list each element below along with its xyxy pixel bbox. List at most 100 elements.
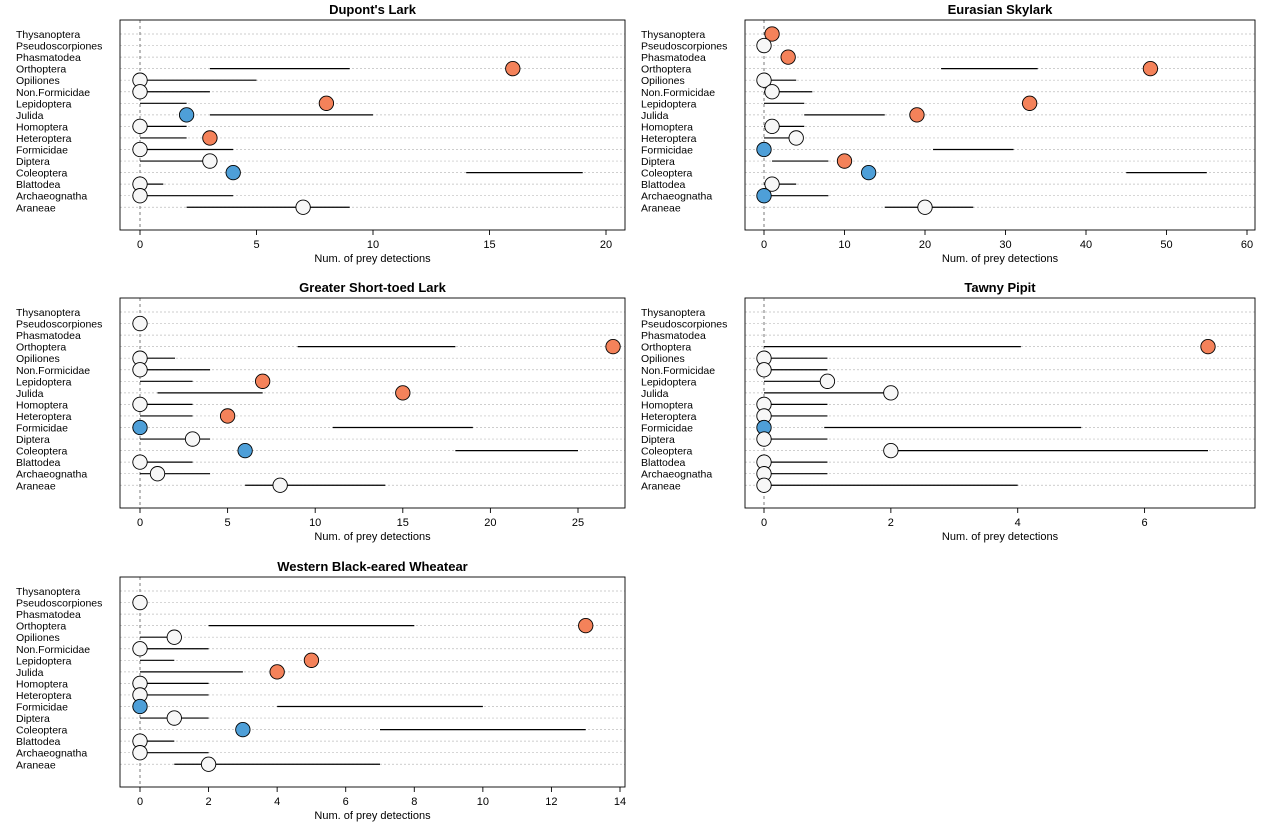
x-tick-label: 0	[137, 239, 143, 251]
category-label: Thysanoptera	[16, 29, 80, 41]
point-formicidae	[756, 141, 772, 158]
category-label: Araneae	[16, 480, 56, 492]
category-label: Lepidoptera	[16, 98, 72, 110]
x-tick-label: 30	[999, 239, 1011, 251]
point-coleoptera	[861, 164, 877, 181]
category-label: Non.Formicidae	[16, 87, 90, 99]
category-label: Opiliones	[16, 353, 60, 365]
category-label: Formicidae	[16, 145, 68, 157]
x-tick-label: 5	[225, 517, 231, 529]
point-orthoptera	[605, 338, 621, 355]
point-araneae	[917, 199, 933, 215]
point-formicidae	[132, 141, 148, 158]
category-label: Blattodea	[16, 736, 61, 748]
point-orthoptera	[1142, 61, 1159, 77]
point-formicidae	[132, 419, 148, 436]
category-label: Opiliones	[16, 632, 60, 644]
point-araneae	[295, 199, 311, 215]
category-label: Diptera	[16, 713, 50, 725]
point-lepidoptera	[303, 652, 320, 668]
point-homoptera	[132, 118, 148, 135]
category-label: Julida	[641, 110, 669, 122]
chart-panel-eurasian-skylark: Eurasian Skylark ThysanopteraPseudoscorpi…	[641, 2, 1256, 265]
category-label: Orthoptera	[16, 64, 66, 76]
category-label: Phasmatodea	[16, 609, 81, 621]
category-label: Coleoptera	[16, 168, 68, 180]
x-tick-label: 0	[137, 517, 143, 529]
x-tick-label: 40	[1080, 239, 1092, 251]
point-pseudoscorpiones	[132, 315, 148, 332]
x-tick-label: 25	[572, 517, 584, 529]
point-coleoptera	[235, 721, 251, 738]
category-label: Pseudoscorpiones	[641, 319, 727, 331]
category-label: Julida	[16, 388, 44, 400]
x-tick-label: 6	[343, 796, 349, 808]
point-julida	[909, 107, 925, 123]
category-label: Julida	[16, 667, 44, 679]
category-label: Orthoptera	[641, 64, 691, 76]
category-label: Blattodea	[16, 457, 61, 469]
point-non-formicidae	[132, 641, 148, 657]
point-archaeognatha	[149, 466, 166, 482]
point-julida	[395, 385, 411, 401]
category-label: Lepidoptera	[16, 376, 72, 388]
category-label: Orthoptera	[16, 621, 66, 633]
point-diptera	[756, 431, 772, 447]
category-label: Julida	[641, 388, 669, 400]
point-araneae	[756, 477, 772, 493]
category-label: Phasmatodea	[641, 52, 706, 64]
category-label: Homoptera	[641, 121, 693, 133]
chart-title: Dupont's Lark	[329, 2, 417, 17]
point-non-formicidae	[764, 84, 780, 100]
category-label: Phasmatodea	[16, 330, 81, 342]
point-orthoptera	[1200, 338, 1216, 355]
category-label: Diptera	[641, 434, 675, 446]
x-tick-label: 6	[1142, 517, 1148, 529]
x-tick-label: 15	[397, 517, 409, 529]
point-orthoptera	[578, 618, 594, 634]
chart-panel-western-black-eared-wheatear: Western Black-eared Wheatear Thysanoptera…	[16, 559, 626, 822]
category-label: Archaeognatha	[16, 469, 87, 481]
category-label: Orthoptera	[641, 342, 691, 354]
point-opiliones	[756, 72, 772, 88]
category-label: Araneae	[16, 759, 56, 771]
chart-panel-greater-short-toed-lark: Greater Short-toed Lark ThysanopteraPseud…	[16, 280, 626, 543]
x-axis-label: Num. of prey detections	[942, 531, 1059, 543]
category-label: Homoptera	[16, 121, 68, 133]
point-thysanoptera	[764, 26, 780, 42]
category-label: Thysanoptera	[641, 29, 705, 41]
category-label: Diptera	[16, 434, 50, 446]
category-label: Archaeognatha	[16, 748, 87, 760]
x-tick-label: 12	[545, 796, 557, 808]
plot-frame	[119, 19, 626, 231]
point-lepidoptera	[819, 373, 836, 389]
category-label: Formicidae	[16, 423, 68, 435]
point-lepidoptera	[318, 95, 335, 111]
point-coleoptera	[225, 164, 241, 181]
category-label: Blattodea	[16, 179, 61, 191]
plot-frame	[119, 297, 626, 509]
x-tick-label: 10	[477, 796, 489, 808]
point-homoptera	[764, 118, 780, 135]
category-label: Archaeognatha	[641, 191, 712, 203]
x-tick-label: 0	[761, 239, 767, 251]
point-lepidoptera	[254, 373, 271, 389]
x-axis-label: Num. of prey detections	[314, 810, 431, 822]
category-label: Heteroptera	[16, 411, 72, 423]
point-diptera	[184, 431, 201, 447]
category-label: Araneae	[16, 202, 56, 214]
x-tick-label: 20	[919, 239, 931, 251]
point-formicidae	[132, 698, 148, 715]
x-tick-label: 0	[761, 517, 767, 529]
chart-title: Western Black-eared Wheatear	[277, 559, 468, 574]
x-tick-label: 20	[600, 239, 612, 251]
chart-title: Eurasian Skylark	[948, 2, 1054, 17]
point-archaeognatha	[756, 188, 772, 204]
point-non-formicidae	[132, 84, 148, 100]
category-label: Formicidae	[641, 145, 693, 157]
x-tick-label: 4	[1015, 517, 1021, 529]
plot-frame	[744, 19, 1256, 231]
point-julida	[269, 664, 285, 680]
category-label: Non.Formicidae	[16, 365, 90, 377]
